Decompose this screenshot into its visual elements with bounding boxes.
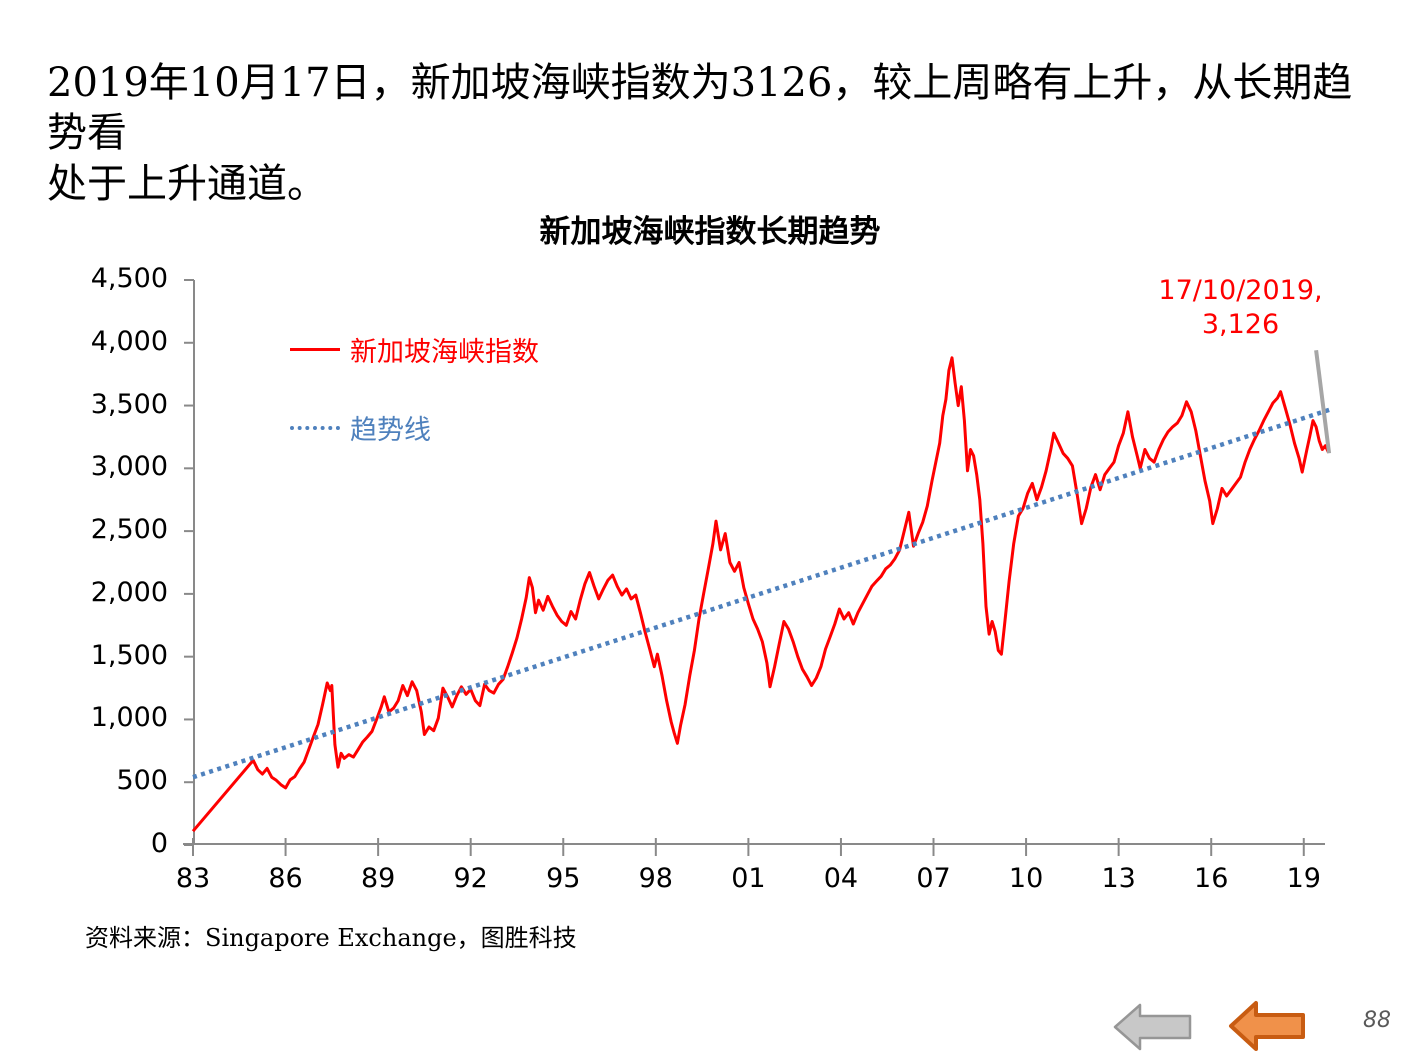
y-axis-tick-label: 2,500 bbox=[90, 514, 168, 546]
last-point-annotation: 17/10/2019, 3,126 bbox=[1133, 274, 1348, 342]
page-number: 88 bbox=[1363, 1008, 1391, 1033]
x-axis-tick-label: 07 bbox=[916, 863, 951, 894]
nav-back-orange-arrow-icon[interactable] bbox=[1227, 999, 1307, 1053]
x-axis-tick-label: 19 bbox=[1286, 863, 1321, 894]
annotation-date: 17/10/2019, bbox=[1158, 275, 1323, 306]
x-axis-tick-label: 86 bbox=[268, 863, 303, 894]
y-axis-tick-label: 4,500 bbox=[90, 263, 168, 294]
slide-header-text: 2019年10月17日，新加坡海峡指数为3126，较上周略有上升，从长期趋势看 … bbox=[47, 58, 1377, 209]
y-axis-tick-label: 1,500 bbox=[90, 639, 168, 671]
legend-dotted-line-sample-icon bbox=[290, 425, 340, 430]
annotation-leader-line bbox=[1314, 350, 1332, 454]
y-axis-tick-label: 4,000 bbox=[90, 325, 168, 357]
x-axis-tick-label: 10 bbox=[1008, 863, 1044, 894]
x-axis-tick-label: 89 bbox=[360, 863, 396, 894]
y-axis-tick-label: 3,500 bbox=[90, 388, 168, 420]
legend-label-sti: 新加坡海峡指数 bbox=[350, 337, 539, 368]
y-axis-tick-label: 2,000 bbox=[90, 576, 168, 608]
chart-title: 新加坡海峡指数长期趋势 bbox=[539, 214, 881, 250]
line-chart-plot-area bbox=[183, 279, 1332, 856]
legend-item-sti: 新加坡海峡指数 bbox=[290, 330, 539, 369]
series-line-1 bbox=[192, 407, 1331, 780]
x-axis-tick-label: 95 bbox=[546, 863, 581, 894]
x-axis-tick-label: 92 bbox=[453, 863, 488, 894]
legend-red-line-sample-icon bbox=[290, 348, 340, 351]
y-axis-tick-label: 500 bbox=[116, 765, 168, 797]
legend-label-trend: 趋势线 bbox=[350, 415, 431, 446]
slide-header-line2: 处于上升通道。 bbox=[47, 160, 327, 207]
source-note: 资料来源：Singapore Exchange，图胜科技 bbox=[85, 924, 577, 952]
x-axis-tick-label: 98 bbox=[638, 863, 673, 894]
y-axis-tick-label: 3,000 bbox=[90, 451, 168, 483]
series-line-0 bbox=[191, 356, 1330, 833]
annotation-value: 3,126 bbox=[1201, 308, 1280, 340]
y-axis-tick-label: 0 bbox=[150, 828, 168, 859]
nav-back-gray-arrow-icon[interactable] bbox=[1112, 1002, 1194, 1052]
x-axis-tick-label: 16 bbox=[1194, 863, 1229, 894]
x-axis-tick-label: 83 bbox=[175, 863, 211, 894]
x-axis-tick-label: 13 bbox=[1101, 863, 1136, 894]
slide-header-line1: 2019年10月17日，新加坡海峡指数为3126，较上周略有上升，从长期趋势看 bbox=[47, 60, 1353, 157]
x-axis-tick-label: 01 bbox=[731, 863, 766, 894]
x-axis-tick-label: 04 bbox=[823, 863, 859, 894]
y-axis-tick-label: 1,000 bbox=[90, 702, 168, 734]
legend-item-trend: 趋势线 bbox=[290, 408, 431, 447]
